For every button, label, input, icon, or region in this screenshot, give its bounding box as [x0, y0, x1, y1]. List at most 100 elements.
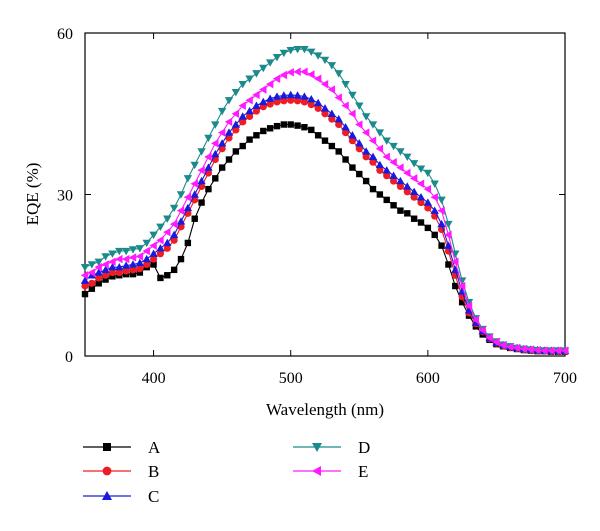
- data-point-C: [341, 123, 350, 131]
- y-tick-label: 60: [57, 26, 73, 43]
- data-point-B: [348, 137, 357, 145]
- x-tick-label: 500: [279, 370, 303, 387]
- data-point-A: [424, 224, 432, 232]
- data-point-B: [163, 244, 171, 252]
- data-point-D: [80, 263, 90, 272]
- series-A: [81, 121, 569, 355]
- data-point-E: [313, 74, 322, 83]
- data-point-A: [321, 137, 329, 144]
- data-point-E: [505, 342, 514, 352]
- data-point-C: [464, 306, 474, 314]
- data-point-B: [417, 198, 425, 207]
- data-point-C: [190, 190, 199, 198]
- series-D: [80, 45, 570, 355]
- series-C: [80, 90, 570, 354]
- data-point-D: [128, 246, 138, 254]
- data-point-E: [121, 254, 130, 264]
- data-point-A: [335, 148, 342, 155]
- data-point-D: [293, 45, 302, 54]
- data-point-E: [409, 174, 418, 183]
- data-point-E: [396, 163, 404, 172]
- data-point-B: [293, 97, 302, 105]
- data-point-C: [320, 104, 330, 112]
- data-point-A: [150, 261, 157, 268]
- data-point-A: [164, 272, 171, 279]
- data-point-B: [81, 282, 89, 290]
- data-point-C: [265, 94, 275, 102]
- data-point-A: [294, 122, 301, 129]
- data-point-E: [272, 74, 281, 83]
- data-point-D: [327, 62, 337, 70]
- data-point-C: [293, 91, 302, 99]
- data-point-A: [369, 185, 377, 193]
- series-E: [80, 67, 569, 355]
- data-point-C: [300, 92, 309, 100]
- data-point-B: [321, 110, 329, 118]
- data-point-E: [238, 101, 246, 110]
- data-point-E: [156, 236, 164, 245]
- x-tick-label: 600: [416, 370, 440, 387]
- data-point-D: [279, 49, 289, 58]
- data-point-A: [404, 210, 411, 217]
- data-point-E: [560, 346, 569, 355]
- data-point-A: [342, 156, 349, 163]
- data-point-E: [286, 68, 294, 77]
- y-tick-label: 0: [65, 349, 73, 366]
- data-point-C: [361, 147, 371, 155]
- data-point-E: [540, 346, 548, 355]
- data-point-C: [389, 171, 398, 179]
- data-point-A: [157, 274, 164, 282]
- data-point-E: [300, 67, 308, 76]
- data-point-E: [259, 85, 267, 94]
- data-point-A: [184, 239, 192, 247]
- data-point-E: [553, 346, 562, 355]
- data-point-E: [348, 109, 356, 118]
- data-point-E: [135, 252, 144, 261]
- data-point-E: [327, 85, 336, 94]
- data-point-E: [499, 341, 507, 350]
- data-point-D: [396, 148, 405, 156]
- legend-label: B: [148, 462, 159, 481]
- data-point-A: [356, 170, 363, 178]
- data-point-C: [286, 90, 295, 99]
- data-point-E: [533, 345, 541, 355]
- data-point-B: [252, 107, 261, 115]
- data-point-B: [273, 98, 281, 106]
- data-point-C: [231, 120, 241, 128]
- data-point-B: [383, 172, 391, 180]
- data-point-E: [197, 166, 205, 175]
- series-layer: [80, 45, 570, 355]
- data-point-B: [396, 182, 405, 191]
- legend-label: A: [148, 438, 161, 457]
- data-point-E: [94, 262, 102, 272]
- data-point-D: [409, 160, 419, 168]
- plot-frame: [84, 32, 566, 357]
- data-point-B: [355, 145, 363, 153]
- data-point-A: [445, 261, 452, 268]
- data-point-E: [444, 230, 452, 240]
- data-point-A: [458, 298, 466, 306]
- data-point-D: [156, 223, 165, 231]
- data-point-C: [224, 128, 234, 136]
- data-point-C: [80, 276, 90, 284]
- data-point-B: [232, 126, 240, 134]
- data-point-D: [197, 148, 206, 156]
- data-point-E: [478, 325, 486, 335]
- data-point-D: [259, 64, 268, 73]
- data-point-B: [307, 100, 315, 109]
- data-point-E: [101, 260, 109, 269]
- data-point-E: [279, 70, 288, 80]
- data-point-E: [87, 268, 96, 277]
- data-point-C: [272, 92, 282, 100]
- data-point-B: [362, 153, 370, 161]
- data-point-E: [252, 90, 260, 100]
- legend-item-C: C: [83, 487, 159, 506]
- data-point-E: [368, 136, 377, 145]
- data-point-A: [301, 124, 308, 131]
- data-point-A: [266, 125, 274, 132]
- data-point-D: [101, 253, 110, 261]
- data-point-A: [88, 285, 96, 292]
- data-point-C: [444, 241, 453, 249]
- data-point-E: [423, 184, 432, 194]
